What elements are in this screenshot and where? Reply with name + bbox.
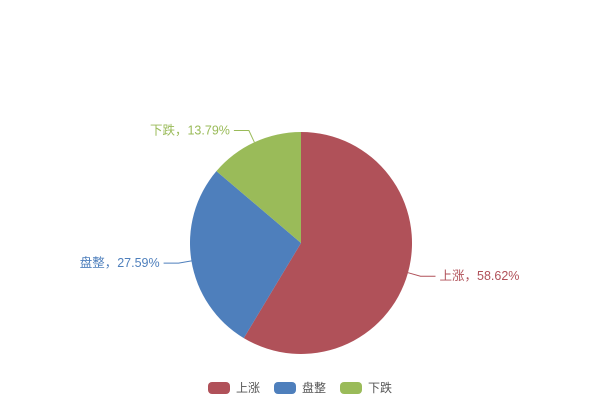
legend-item-2[interactable]: 下跌: [340, 382, 392, 394]
legend-label: 下跌: [368, 381, 393, 395]
legend-item-0[interactable]: 上涨: [207, 381, 260, 395]
legend-swatch-icon: [273, 382, 296, 394]
legend-item-1[interactable]: 盘整: [273, 381, 326, 395]
callout-label-2: 下跌，13.79%: [150, 123, 230, 138]
callout-line-2: [233, 130, 255, 143]
pie-slice-1[interactable]: [189, 171, 301, 339]
legend-label: 上涨: [235, 381, 260, 395]
legend-swatch-icon: [340, 382, 362, 394]
callout-label-0: 上涨，58.62%: [440, 268, 520, 283]
pie-slice-0[interactable]: [243, 132, 413, 354]
callout-label-1: 盘整，27.59%: [80, 255, 160, 270]
legend-label: 盘整: [301, 381, 326, 395]
legend: 上涨 盘整 下跌: [0, 382, 600, 394]
callout-line-1: [163, 260, 192, 264]
pie-slice-2[interactable]: [216, 132, 301, 243]
callout-line-0: [407, 272, 436, 277]
legend-swatch-icon: [207, 382, 230, 394]
